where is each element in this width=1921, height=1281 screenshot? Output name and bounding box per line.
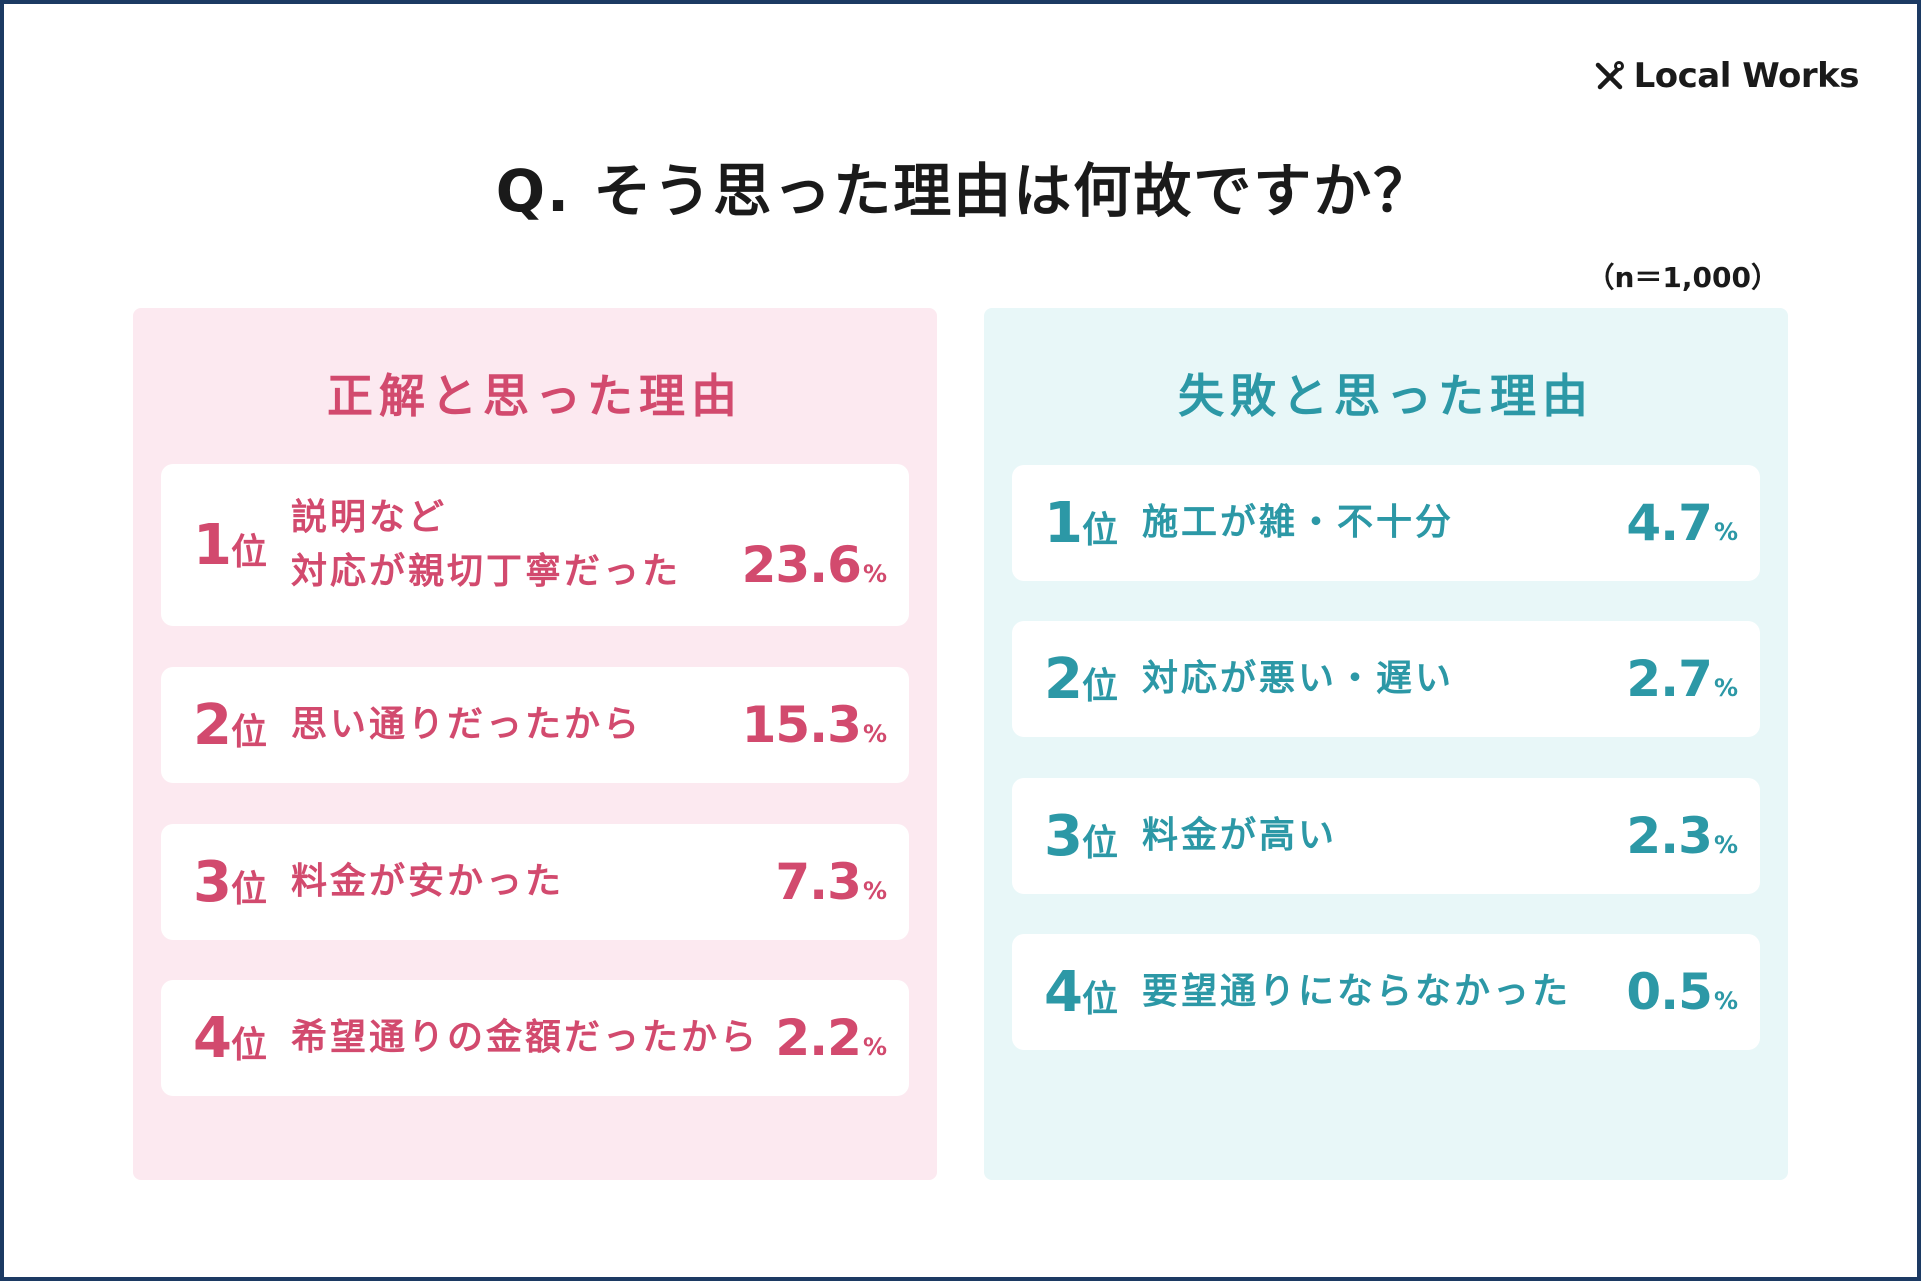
percentage-value: 2.2 [775, 1009, 862, 1067]
percent-unit: % [862, 877, 887, 905]
percentage: 4.7% [1626, 494, 1738, 552]
percentage-value: 15.3 [741, 696, 862, 754]
rank: 3位 [193, 850, 267, 915]
reason-label: 施工が雑・不十分 [1118, 496, 1626, 550]
percent-unit: % [862, 1033, 887, 1061]
rank-suffix: 位 [1081, 665, 1118, 707]
rank-suffix: 位 [230, 868, 267, 910]
table-row: 3位 料金が高い 2.3% [1012, 778, 1760, 894]
rank-number: 4 [1044, 959, 1083, 1025]
rank: 2位 [193, 693, 267, 758]
percentage: 15.3% [742, 696, 887, 754]
tools-cross-icon [1595, 61, 1624, 90]
table-row: 3位 料金が安かった 7.3% [161, 824, 909, 940]
percent-unit: % [1713, 831, 1738, 859]
table-row: 2位 対応が悪い・遅い 2.7% [1012, 621, 1760, 737]
percentage-value: 2.7 [1626, 650, 1713, 708]
panel-title: 失敗と思った理由 [1178, 369, 1594, 423]
reason-label-line: 思い通りだったから [290, 704, 642, 745]
percentage: 2.7% [1626, 650, 1738, 708]
percentage-value: 7.3 [775, 853, 862, 911]
rank-suffix: 位 [230, 531, 267, 573]
percent-unit: % [1713, 518, 1738, 546]
reason-label: 思い通りだったから [267, 698, 742, 752]
panel-title: 正解と思った理由 [327, 369, 743, 423]
rank-number: 4 [193, 1005, 232, 1071]
percentage: 2.3% [1626, 807, 1738, 865]
percentage-value: 23.6 [741, 536, 862, 594]
sample-size: （n＝1,000） [1586, 261, 1779, 294]
reason-label-line: 要望通りにならなかった [1141, 971, 1571, 1012]
reason-label: 説明など 対応が親切丁寧だった [267, 491, 742, 599]
percent-unit: % [1713, 987, 1738, 1015]
percent-unit: % [1713, 674, 1738, 702]
rank-number: 2 [1044, 646, 1083, 712]
rank-suffix: 位 [1081, 978, 1118, 1020]
percentage: 7.3% [775, 853, 887, 911]
percentage-value: 2.3 [1626, 807, 1713, 865]
percentage: 0.5% [1626, 963, 1738, 1021]
reason-label-line: 対応が悪い・遅い [1141, 658, 1454, 699]
table-row: 1位 説明など 対応が親切丁寧だった 23.6% [161, 464, 909, 626]
rank-number: 1 [193, 512, 232, 578]
table-row: 4位 要望通りにならなかった 0.5% [1012, 934, 1760, 1050]
reason-label-line: 料金が安かった [290, 861, 564, 902]
percent-unit: % [862, 560, 887, 588]
negative-reasons-panel: 失敗と思った理由 1位 施工が雑・不十分 4.7% 2位 対応が悪い・遅い 2.… [984, 308, 1788, 1180]
reason-label-line: 希望通りの金額だったから [290, 1017, 759, 1058]
percentage: 2.2% [775, 1009, 887, 1067]
brand-logo: Local Works [1592, 54, 1860, 98]
percentage-value: 4.7 [1626, 494, 1713, 552]
reason-label: 料金が安かった [267, 855, 775, 909]
table-row: 1位 施工が雑・不十分 4.7% [1012, 465, 1760, 581]
reason-label: 要望通りにならなかった [1118, 965, 1626, 1019]
rank: 3位 [1044, 804, 1118, 869]
rank-suffix: 位 [1081, 509, 1118, 551]
reason-label-line: 説明など [290, 497, 447, 538]
percentage-value: 0.5 [1626, 963, 1713, 1021]
reason-label-line: 対応が親切丁寧だった [290, 551, 681, 592]
rank-number: 2 [193, 692, 232, 758]
rank-number: 3 [193, 849, 232, 915]
rank-suffix: 位 [230, 1024, 267, 1066]
question-title: Q. そう思った理由は何故ですか？ [495, 157, 1434, 225]
reason-label: 料金が高い [1118, 809, 1626, 863]
table-row: 4位 希望通りの金額だったから 2.2% [161, 980, 909, 1096]
rank-suffix: 位 [230, 711, 267, 753]
table-row: 2位 思い通りだったから 15.3% [161, 667, 909, 783]
reason-label: 希望通りの金額だったから [267, 1011, 775, 1065]
rank: 2位 [1044, 647, 1118, 712]
rank: 1位 [1044, 491, 1118, 556]
rank: 4位 [193, 1006, 267, 1071]
reason-label: 対応が悪い・遅い [1118, 652, 1626, 706]
reason-label-line: 施工が雑・不十分 [1141, 502, 1454, 543]
percentage: 23.6% [742, 536, 887, 626]
rank-number: 1 [1044, 490, 1083, 556]
rank: 4位 [1044, 960, 1118, 1025]
percent-unit: % [862, 720, 887, 748]
rank-suffix: 位 [1081, 822, 1118, 864]
positive-reasons-panel: 正解と思った理由 1位 説明など 対応が親切丁寧だった 23.6% 2位 思い通… [133, 308, 937, 1180]
rank-number: 3 [1044, 803, 1083, 869]
rank: 1位 [193, 513, 267, 578]
reason-label-line: 料金が高い [1141, 815, 1337, 856]
brand-name: Local Works [1633, 56, 1860, 96]
